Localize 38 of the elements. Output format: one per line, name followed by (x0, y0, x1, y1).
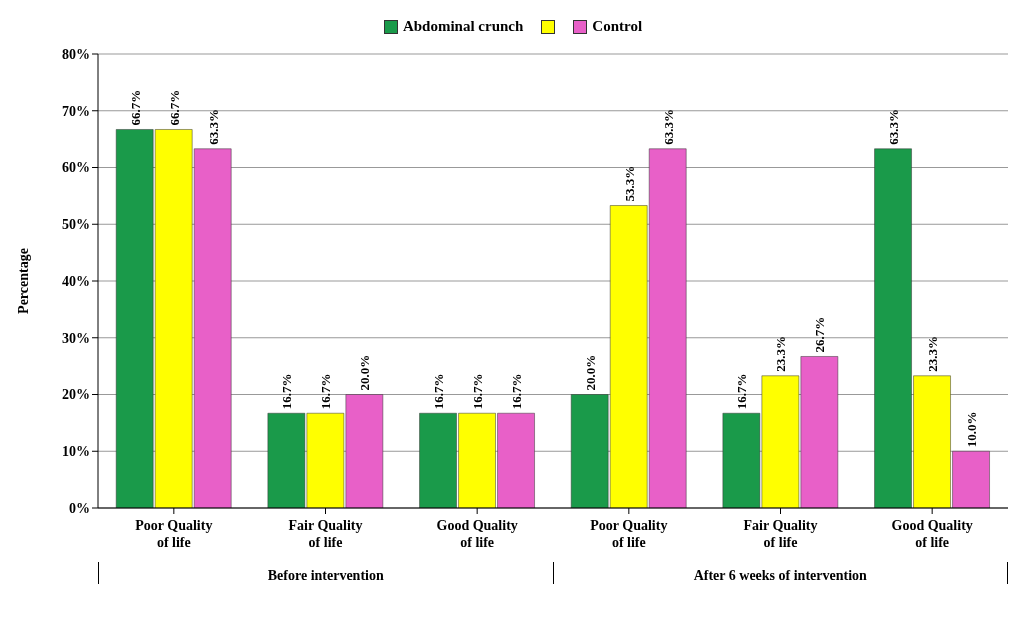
data-label: 16.7% (431, 373, 447, 410)
y-tick-label: 20% (62, 387, 90, 403)
data-label: 66.7% (127, 89, 143, 126)
data-label: 20.0% (582, 354, 598, 391)
data-label: 26.7% (812, 316, 828, 353)
y-tick-label: 70% (62, 103, 90, 119)
x-tick-label: Poor Quality of life (135, 518, 213, 550)
x-tick-label: Poor Quality of life (590, 518, 668, 550)
y-tick-label: 40% (62, 273, 90, 289)
data-label: 20.0% (357, 354, 373, 391)
data-label: 63.3% (660, 109, 676, 145)
data-label: 16.7% (318, 373, 334, 410)
data-label: 66.7% (166, 89, 182, 126)
y-tick-label: 10% (62, 444, 90, 460)
y-axis-title: Percentage (15, 248, 31, 314)
data-label: 53.3% (621, 165, 637, 202)
data-label: 23.3% (773, 336, 789, 372)
x-tick-label: Fair Quality of life (743, 518, 818, 550)
y-tick-label: 30% (62, 330, 90, 346)
data-label: 16.7% (279, 373, 295, 410)
data-label: 16.7% (470, 373, 486, 410)
x-tick-label: Fair Quality of life (288, 518, 363, 550)
y-tick-label: 0% (69, 500, 90, 516)
y-tick-label: 50% (62, 217, 90, 233)
x-tick-label: Good Quality of life (891, 518, 973, 550)
y-tick-label: 80% (62, 46, 90, 62)
x-tick-label: Good Quality of life (436, 518, 518, 550)
data-label: 16.7% (509, 373, 525, 410)
data-label: 63.3% (205, 109, 221, 145)
data-label: 23.3% (925, 336, 941, 372)
text: Before intervention (98, 562, 553, 584)
legend-label: Abdominal crunch (402, 18, 524, 35)
data-label: 63.3% (886, 109, 902, 145)
data-label: 16.7% (734, 373, 750, 410)
text: After 6 weeks of intervention (552, 562, 1008, 584)
data-label: 10.0% (964, 411, 980, 448)
legend-label: Control (592, 18, 643, 35)
y-tick-label: 60% (62, 160, 90, 176)
